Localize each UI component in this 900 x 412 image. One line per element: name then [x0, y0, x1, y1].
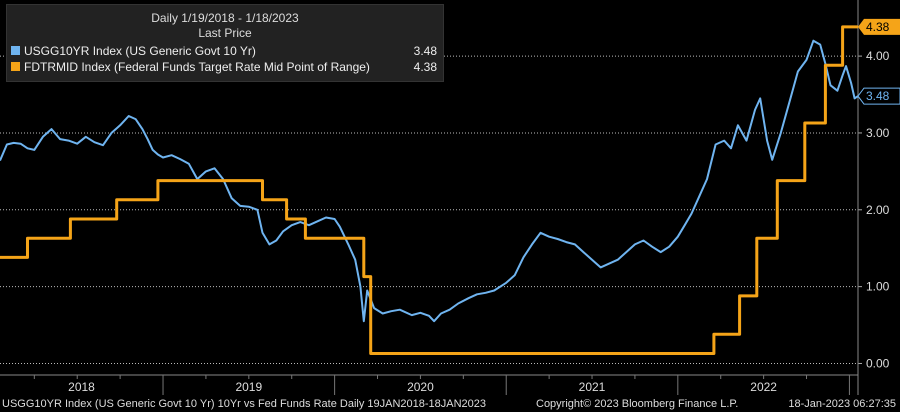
legend: Daily 1/19/2018 - 1/18/2023 Last Price U…	[6, 4, 444, 82]
legend-swatch-fdtrmid	[11, 62, 20, 71]
legend-header-date-range: Daily 1/19/2018 - 1/18/2023	[151, 11, 299, 25]
legend-header-price-type: Last Price	[198, 26, 252, 40]
x-tick-label-2020: 2020	[407, 380, 434, 394]
x-tick-label-2018: 2018	[68, 380, 95, 394]
series-group	[0, 25, 859, 355]
last-value-badge-usgg10yr	[857, 87, 900, 105]
last-value-badge-fdtrmid	[858, 18, 900, 35]
legend-entry-fdtrmid: FDTRMID Index (Federal Funds Target Rate…	[11, 60, 441, 74]
x-axis: 2018 2019 2020 2021 2022	[0, 374, 858, 395]
y-tick-label-2: 2.00	[866, 203, 890, 217]
y-tick-label-3: 3.00	[866, 126, 890, 140]
legend-entry-usgg10yr: USGG10YR Index (US Generic Govt 10 Yr) 3…	[11, 44, 441, 58]
last-value-badges: 3.48 4.38	[857, 18, 900, 105]
y-tick-label-0: 0.00	[866, 356, 890, 370]
footer-copyright: Copyright© 2023 Bloomberg Finance L.P.	[536, 398, 739, 410]
y-axis: 0.00 1.00 2.00 3.00 4.00	[857, 0, 890, 395]
legend-swatch-usgg10yr	[11, 46, 20, 55]
series-line-fdtrmid	[0, 25, 858, 355]
legend-label-usgg10yr: USGG10YR Index (US Generic Govt 10 Yr)	[24, 44, 256, 58]
last-value-label-usgg10yr: 3.48	[866, 89, 890, 103]
legend-label-fdtrmid: FDTRMID Index (Federal Funds Target Rate…	[24, 60, 370, 74]
x-tick-label-2021: 2021	[579, 380, 606, 394]
footer-description: USGG10YR Index (US Generic Govt 10 Yr) 1…	[2, 398, 487, 410]
x-tick-label-2022: 2022	[750, 380, 777, 394]
series-line-usgg10yr	[0, 39, 859, 323]
footer-timestamp: 18-Jan-2023 06:27:35	[788, 398, 896, 410]
y-tick-label-1: 1.00	[866, 280, 890, 294]
y-tick-label-4: 4.00	[866, 49, 890, 63]
legend-value-fdtrmid: 4.38	[413, 60, 437, 74]
x-tick-label-2019: 2019	[235, 380, 262, 394]
legend-value-usgg10yr: 3.48	[413, 44, 437, 58]
last-value-label-fdtrmid: 4.38	[866, 20, 890, 34]
